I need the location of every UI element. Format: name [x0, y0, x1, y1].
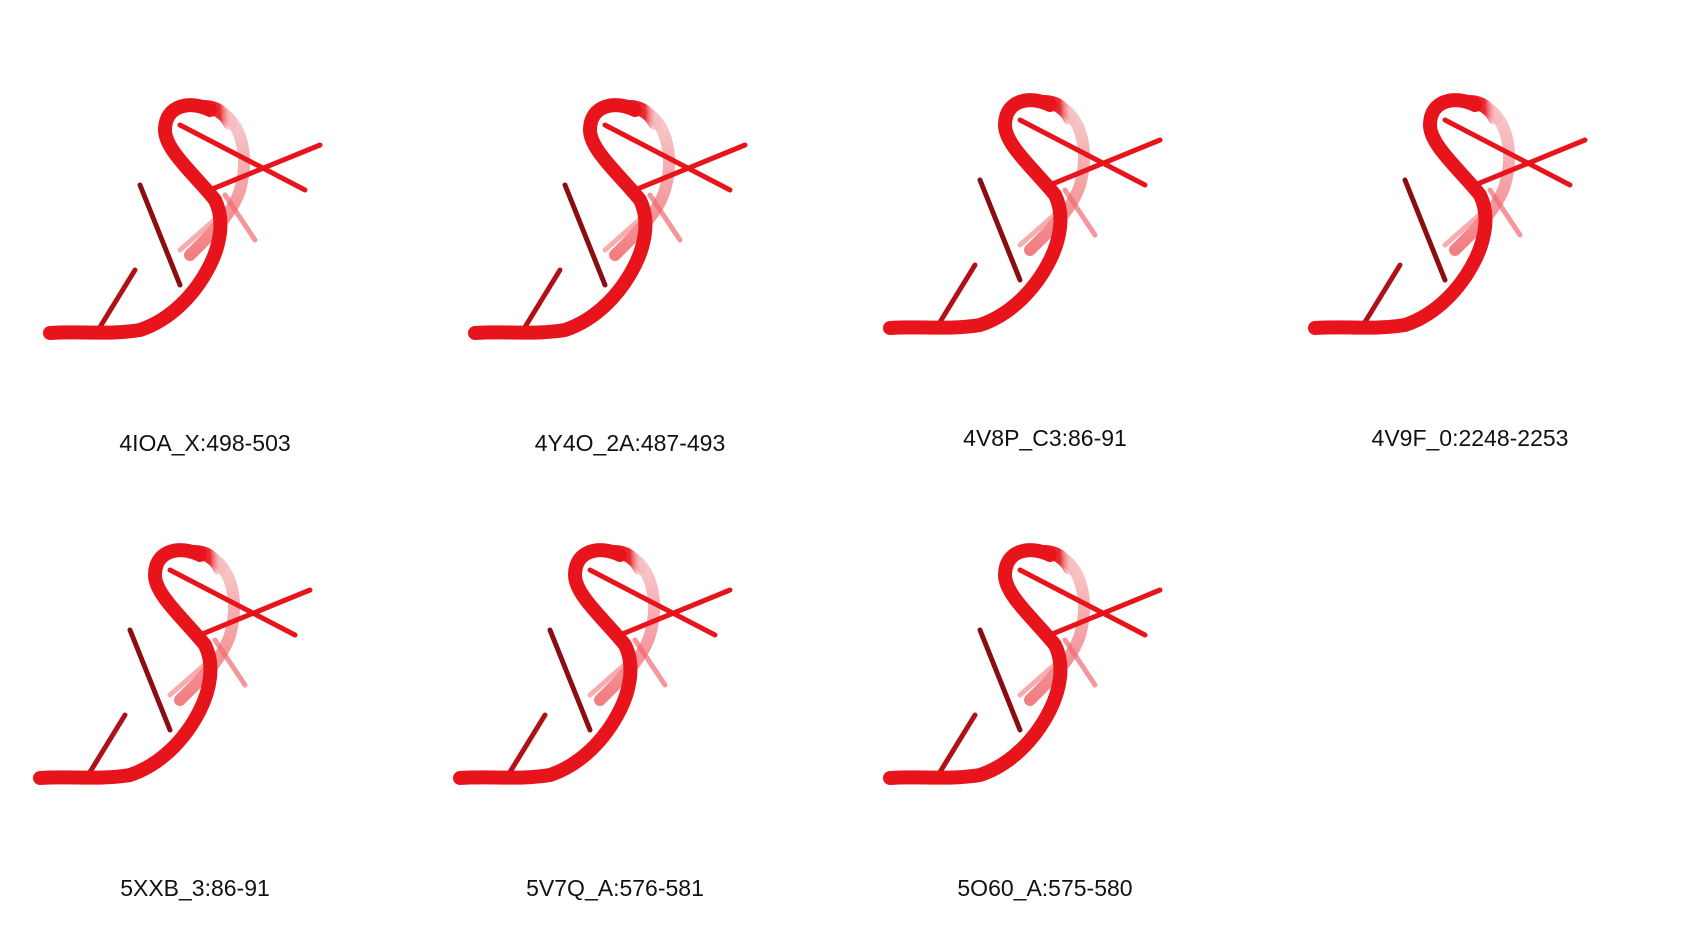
structure-panel: 5O60_A:575-580	[880, 540, 1210, 920]
structure-caption: 5V7Q_A:576-581	[526, 875, 704, 901]
structure-panel: 4V9F_0:2248-2253	[1305, 90, 1635, 470]
rna-structure-image	[880, 90, 1210, 420]
structure-caption: 4Y4O_2A:487-493	[534, 430, 726, 456]
structure-panel: 4Y4O_2A:487-493	[465, 95, 795, 475]
structure-panel: 4IOA_X:498-503	[40, 95, 370, 475]
structure-caption: 4V8P_C3:86-91	[963, 425, 1127, 451]
rna-structure-image	[465, 95, 795, 425]
structure-panel: 5XXB_3:86-91	[30, 540, 360, 920]
structure-panel: 5V7Q_A:576-581	[450, 540, 780, 920]
rna-structure-image	[40, 95, 370, 425]
rna-structure-image	[1305, 90, 1635, 420]
structure-caption: 5XXB_3:86-91	[120, 875, 270, 901]
structure-caption: 4IOA_X:498-503	[119, 430, 291, 456]
rna-structure-image	[450, 540, 780, 870]
structure-caption: 4V9F_0:2248-2253	[1371, 425, 1569, 451]
rna-structure-image	[880, 540, 1210, 870]
structure-panel: 4V8P_C3:86-91	[880, 90, 1210, 470]
rna-structure-image	[30, 540, 360, 870]
structure-caption: 5O60_A:575-580	[957, 875, 1133, 901]
